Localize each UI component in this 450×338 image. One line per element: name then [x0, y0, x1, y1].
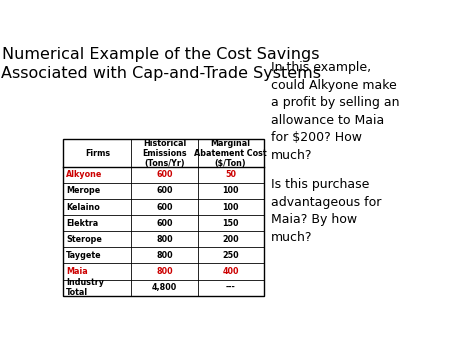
Text: 800: 800 [156, 267, 173, 276]
Text: 250: 250 [222, 251, 239, 260]
Text: Numerical Example of the Cost Savings
Associated with Cap-and-Trade Systems: Numerical Example of the Cost Savings As… [1, 47, 321, 81]
Text: 100: 100 [222, 202, 239, 212]
Text: 400: 400 [222, 267, 239, 276]
Text: Merope: Merope [66, 187, 100, 195]
Text: 600: 600 [156, 202, 173, 212]
Text: Is this purchase
advantageous for
Maia? By how
much?: Is this purchase advantageous for Maia? … [271, 178, 381, 244]
Text: Industry
Total: Industry Total [66, 278, 104, 297]
Text: 600: 600 [156, 170, 173, 179]
Text: 50: 50 [225, 170, 236, 179]
Text: Alkyone: Alkyone [66, 170, 103, 179]
Text: Sterope: Sterope [66, 235, 102, 244]
Text: Taygete: Taygete [66, 251, 102, 260]
Text: 600: 600 [156, 187, 173, 195]
Text: 200: 200 [222, 235, 239, 244]
Text: Elektra: Elektra [66, 219, 98, 228]
Text: Historical
Emissions
(Tons/Yr): Historical Emissions (Tons/Yr) [142, 139, 187, 168]
Text: 100: 100 [222, 187, 239, 195]
Text: Maia: Maia [66, 267, 88, 276]
Text: In this example,
could Alkyone make
a profit by selling an
allowance to Maia
for: In this example, could Alkyone make a pr… [271, 62, 399, 162]
Text: Firms: Firms [85, 149, 110, 158]
Text: 4,800: 4,800 [152, 283, 177, 292]
Text: ---: --- [226, 283, 235, 292]
Text: 600: 600 [156, 219, 173, 228]
Text: Kelaino: Kelaino [66, 202, 100, 212]
Text: 800: 800 [156, 235, 173, 244]
Text: 150: 150 [222, 219, 239, 228]
Text: 800: 800 [156, 251, 173, 260]
Text: Marginal
Abatement Cost
($/Ton): Marginal Abatement Cost ($/Ton) [194, 139, 267, 168]
